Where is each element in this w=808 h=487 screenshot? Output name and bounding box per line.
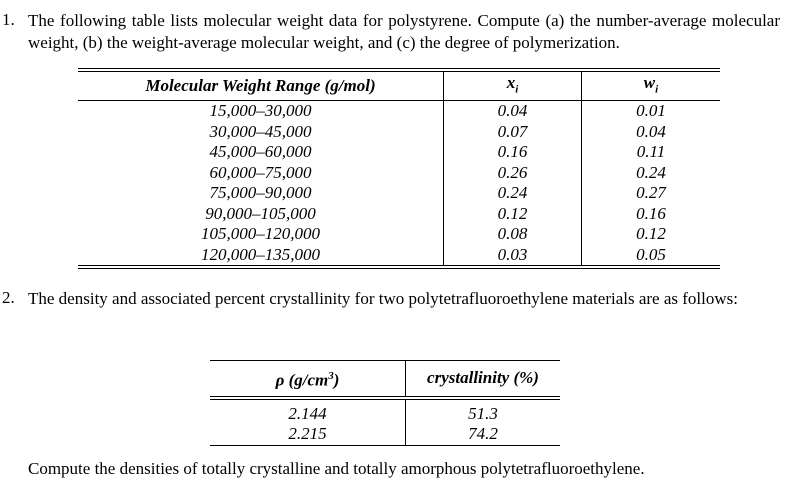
table-row: 45,000–60,000 0.16 0.11 bbox=[78, 142, 720, 163]
table-cell: 51.3 bbox=[405, 397, 560, 425]
table-cell: 74.2 bbox=[405, 424, 560, 446]
table-cell: 75,000–90,000 bbox=[209, 183, 312, 203]
problem-text: The density and associated percent cryst… bbox=[28, 289, 738, 308]
table-cell: 0.04 bbox=[581, 121, 720, 143]
table-cell: 0.11 bbox=[581, 142, 720, 163]
header-sub: i bbox=[515, 83, 519, 96]
header-text: crystallinity (%) bbox=[427, 368, 539, 388]
table-cell: 0.12 bbox=[581, 224, 720, 245]
table-cell: 2.215 bbox=[288, 424, 327, 444]
problem-number: 2. bbox=[2, 288, 15, 307]
header-text: Molecular Weight Range (g/mol) bbox=[145, 76, 376, 96]
header-cell: ρ (g/cm3) bbox=[210, 361, 406, 398]
table-cell: 0.26 bbox=[443, 162, 582, 184]
table-row: 105,000–120,000 0.08 0.12 bbox=[78, 224, 720, 245]
table-cell: 0.08 bbox=[443, 224, 582, 245]
table-cell: 2.144 bbox=[288, 403, 327, 423]
table-cell: 0.12 bbox=[443, 203, 582, 225]
table-cell: 105,000–120,000 bbox=[201, 224, 320, 244]
table-cell: 0.16 bbox=[581, 203, 720, 225]
header-text: ) bbox=[333, 370, 340, 390]
table-cell: 0.05 bbox=[581, 244, 720, 268]
header-sup: 3 bbox=[328, 370, 334, 382]
table-cell: 0.03 bbox=[443, 244, 582, 268]
header-sub: i bbox=[655, 83, 659, 96]
table-row: 60,000–75,000 0.26 0.24 bbox=[78, 162, 720, 184]
table-cell: 120,000–135,000 bbox=[201, 244, 320, 264]
table-row: 2.215 74.2 bbox=[210, 424, 560, 446]
table-row: 75,000–90,000 0.24 0.27 bbox=[78, 183, 720, 204]
table-cell: 0.01 bbox=[581, 100, 720, 122]
closing-text: Compute the densities of totally crystal… bbox=[28, 459, 645, 478]
table-cell: 0.07 bbox=[443, 121, 582, 143]
table-row: 90,000–105,000 0.12 0.16 bbox=[78, 203, 720, 225]
table-cell: 0.24 bbox=[443, 183, 582, 204]
header-text: ρ (g/cm bbox=[275, 370, 329, 390]
header-cell: crystallinity (%) bbox=[405, 360, 560, 398]
problem-text: The following table lists molecular weig… bbox=[28, 11, 780, 52]
table-cell: 45,000–60,000 bbox=[209, 142, 312, 162]
header-cell: Molecular Weight Range (g/mol) bbox=[78, 70, 444, 101]
mw-table: Molecular Weight Range (g/mol) xi wi 15,… bbox=[78, 68, 720, 270]
table-cell: 60,000–75,000 bbox=[209, 162, 312, 182]
table-cell: 0.27 bbox=[581, 183, 720, 204]
header-text: x bbox=[506, 73, 516, 92]
table-cell: 15,000–30,000 bbox=[209, 101, 312, 121]
table-cell: 90,000–105,000 bbox=[205, 203, 316, 223]
density-table: ρ (g/cm3) crystallinity (%) 2.144 51.3 2.2… bbox=[210, 360, 560, 446]
table-cell: 30,000–45,000 bbox=[209, 121, 312, 141]
table-row: 15,000–30,000 0.04 0.01 bbox=[78, 100, 720, 122]
table-cell: 0.04 bbox=[443, 100, 582, 122]
header-cell: wi bbox=[581, 70, 720, 101]
table-row: 30,000–45,000 0.07 0.04 bbox=[78, 121, 720, 143]
table-row: 2.144 51.3 bbox=[210, 397, 560, 425]
table-cell: 0.24 bbox=[581, 162, 720, 184]
header-text: w bbox=[643, 73, 656, 92]
table-cell: 0.16 bbox=[443, 142, 582, 163]
table-row: 120,000–135,000 0.03 0.05 bbox=[78, 244, 720, 268]
header-cell: xi bbox=[443, 70, 582, 101]
problem-number: 1. bbox=[2, 10, 15, 29]
